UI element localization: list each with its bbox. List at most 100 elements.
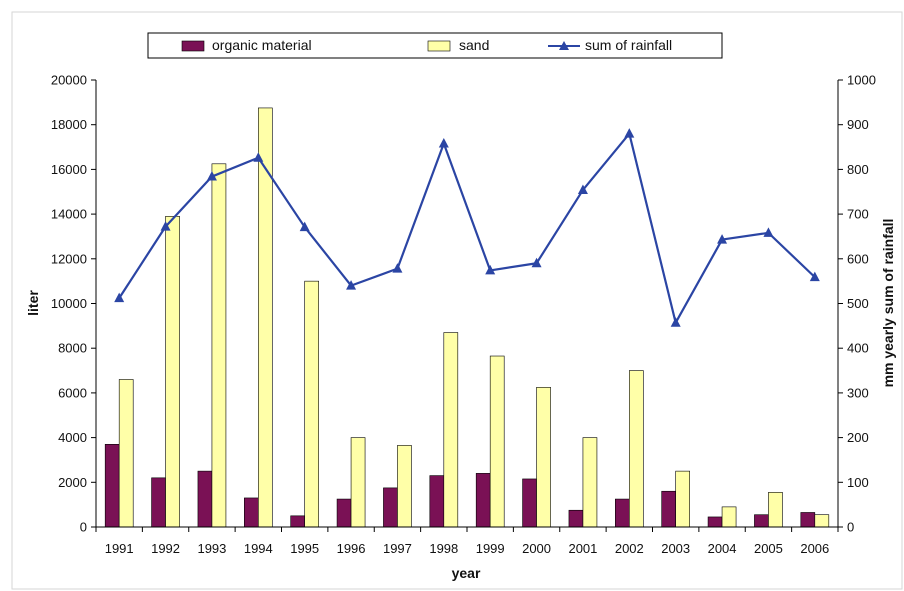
rainfall-point (253, 152, 264, 162)
y-tick-label: 12000 (51, 251, 87, 266)
rainfall-point (299, 221, 310, 232)
organic-material-bar (754, 514, 769, 528)
y2-tick-label: 300 (847, 385, 869, 400)
sand-bar (165, 216, 180, 528)
y-tick-label: 18000 (51, 117, 87, 132)
organic-material-bar (336, 498, 352, 528)
organic-material-bar (383, 487, 398, 528)
y2-tick-label: 1000 (847, 73, 876, 88)
sand-bar (675, 470, 690, 528)
legend-label-sand: sand (459, 37, 489, 53)
legend: organic material sand sum of rainfall (147, 32, 723, 59)
organic-material-bar (290, 515, 305, 528)
organic-material-bar (568, 509, 584, 528)
y-tick-label: 4000 (58, 430, 87, 445)
sand-bar (211, 163, 227, 528)
rainfall-point (531, 257, 542, 268)
rainfall-point (670, 317, 681, 327)
y-axis-right: 0 100 200 300 400 500 600 700 800 900 1000 (838, 73, 876, 535)
organic-material-bar (197, 470, 213, 528)
rainfall-point (438, 137, 449, 148)
y2-tick-label: 200 (847, 430, 869, 445)
line-series (114, 128, 820, 327)
sand-bar (536, 387, 551, 528)
legend-swatch-organic (181, 40, 205, 52)
y-axis-left: 0 2000 4000 6000 8000 10000 12000 14000 16000 180… (51, 73, 96, 535)
y-tick-label: 10000 (51, 296, 87, 311)
y2-tick-label: 100 (847, 475, 869, 490)
x-axis-title: year (452, 565, 481, 581)
y2-tick-label: 700 (847, 207, 869, 222)
y-tick-label: 8000 (58, 341, 87, 356)
y-tick-label: 2000 (58, 475, 87, 490)
organic-material-bar (104, 444, 120, 528)
sand-bar (443, 332, 459, 528)
y2-tick-label: 600 (847, 251, 869, 266)
legend-label-rainfall: sum of rainfall (585, 37, 672, 53)
sand-bar (304, 280, 319, 528)
x-tick-label: 1996 (337, 541, 366, 556)
y-axis-right-title: mm yearly sum of rainfall (880, 219, 896, 388)
y-tick-label: 6000 (58, 385, 87, 400)
sand-bar (768, 492, 783, 528)
y-tick-label: 14000 (51, 207, 87, 222)
sand-bar (350, 437, 366, 528)
y-tick-label: 16000 (51, 162, 87, 177)
organic-material-bar (151, 477, 166, 528)
organic-material-bar (800, 512, 816, 528)
x-tick-label: 1998 (429, 541, 458, 556)
organic-material-bar (429, 475, 445, 528)
rainfall-point (346, 280, 357, 290)
y2-tick-label: 400 (847, 341, 869, 356)
sand-bar (721, 506, 737, 528)
rainfall-line (118, 132, 816, 324)
y-tick-label: 20000 (51, 73, 87, 88)
rainfall-point (392, 263, 403, 273)
x-tick-label: 2004 (708, 541, 737, 556)
x-tick-label: 1994 (244, 541, 273, 556)
y2-tick-label: 0 (847, 520, 854, 535)
rainfall-point (160, 221, 171, 231)
x-tick-label: 1995 (290, 541, 319, 556)
y2-tick-label: 800 (847, 162, 869, 177)
organic-material-bar (522, 478, 537, 528)
organic-material-bar (707, 516, 723, 528)
sand-bar (258, 107, 273, 528)
x-tick-label: 1997 (383, 541, 412, 556)
x-tick-label: 2000 (522, 541, 551, 556)
x-tick-label: 2003 (661, 541, 690, 556)
x-tick-label: 2005 (754, 541, 783, 556)
x-tick-label: 1993 (197, 541, 226, 556)
y-tick-label: 0 (80, 520, 87, 535)
organic-material-bar (475, 473, 491, 528)
legend-swatch-sand (427, 40, 451, 52)
sand-bar (582, 437, 598, 528)
rainfall-point (485, 264, 496, 275)
organic-material-bar (615, 498, 630, 528)
y2-tick-label: 900 (847, 117, 869, 132)
sand-bar (397, 445, 412, 528)
rainfall-point (809, 271, 820, 282)
x-axis: 1991 1992 1993 1994 1995 1996 1997 1998 1999 2000… (95, 527, 839, 556)
axes (95, 80, 839, 528)
sand-bar (629, 370, 644, 528)
rainfall-point (114, 292, 125, 303)
x-tick-label: 2002 (615, 541, 644, 556)
x-tick-label: 2001 (568, 541, 597, 556)
sand-bar (489, 355, 505, 528)
legend-marker-rainfall (559, 41, 569, 50)
y-axis-title: liter (25, 290, 41, 316)
organic-material-bar (244, 497, 259, 528)
rainfall-point (577, 184, 588, 194)
x-tick-label: 1991 (105, 541, 134, 556)
rainfall-point (717, 234, 728, 244)
y2-tick-label: 500 (847, 296, 869, 311)
x-tick-label: 2006 (800, 541, 829, 556)
rainfall-point (763, 227, 774, 237)
sand-bar (118, 379, 134, 528)
x-tick-label: 1992 (151, 541, 180, 556)
sand-bar (814, 514, 830, 528)
rainfall-point (624, 128, 635, 138)
organic-material-bar (661, 490, 676, 528)
